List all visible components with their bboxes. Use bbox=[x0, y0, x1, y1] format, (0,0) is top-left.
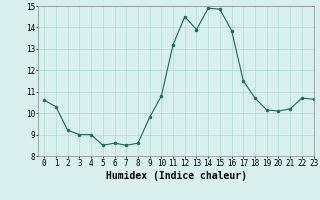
X-axis label: Humidex (Indice chaleur): Humidex (Indice chaleur) bbox=[106, 171, 246, 181]
